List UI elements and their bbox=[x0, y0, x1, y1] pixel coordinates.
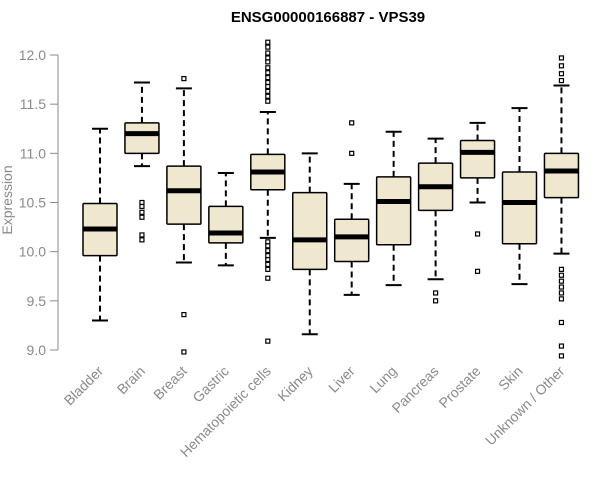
outlier-point bbox=[265, 65, 271, 71]
outlier-point bbox=[139, 237, 145, 243]
box-liver bbox=[333, 120, 370, 296]
y-tick-label: 12.0 bbox=[19, 47, 46, 63]
outlier-point bbox=[474, 231, 481, 237]
iqr-box bbox=[208, 205, 244, 244]
outlier-point bbox=[558, 290, 565, 296]
outlier-point bbox=[558, 266, 565, 272]
outlier-point bbox=[433, 298, 439, 304]
x-tick-label: Lung bbox=[366, 363, 399, 396]
outlier-point bbox=[349, 150, 355, 156]
y-tick-label: 10.0 bbox=[19, 244, 46, 260]
box-breast bbox=[166, 75, 202, 355]
outlier-point bbox=[265, 44, 271, 50]
iqr-box bbox=[124, 122, 160, 155]
outlier-point bbox=[265, 275, 271, 281]
outlier-point bbox=[265, 88, 271, 94]
outlier-point bbox=[558, 343, 565, 349]
outlier-point bbox=[558, 71, 565, 77]
box-prostate bbox=[459, 121, 496, 274]
outlier-point bbox=[349, 120, 355, 126]
outlier-point bbox=[265, 98, 271, 104]
iqr-box bbox=[292, 191, 328, 271]
x-tick-label: Pancreas bbox=[389, 363, 442, 416]
iqr-box bbox=[501, 171, 538, 245]
y-tick-label: 11.0 bbox=[20, 145, 46, 161]
outlier-point bbox=[265, 59, 271, 65]
outlier-point bbox=[181, 349, 187, 355]
y-tick-label: 11.5 bbox=[20, 96, 46, 112]
outlier-point bbox=[558, 55, 565, 61]
outlier-point bbox=[265, 75, 271, 81]
iqr-box bbox=[375, 176, 412, 246]
box-pancreas bbox=[417, 137, 454, 304]
y-tick-label: 10.5 bbox=[19, 195, 46, 211]
outlier-point bbox=[265, 39, 271, 45]
box-hematopoietic-cells bbox=[250, 39, 286, 344]
boxes bbox=[82, 39, 580, 359]
outlier-point bbox=[265, 83, 271, 90]
box-brain bbox=[124, 81, 160, 243]
outlier-point bbox=[265, 70, 271, 76]
box-gastric bbox=[208, 172, 244, 267]
x-tick-label: Brain bbox=[114, 363, 148, 397]
y-axis-label: Expression bbox=[0, 165, 15, 234]
outlier-point bbox=[558, 353, 565, 359]
outlier-point bbox=[265, 248, 271, 254]
box-kidney bbox=[292, 152, 328, 336]
outlier-point bbox=[265, 261, 271, 268]
outlier-point bbox=[181, 312, 187, 318]
outlier-point bbox=[558, 296, 565, 302]
box-bladder bbox=[82, 127, 118, 322]
outlier-point bbox=[558, 77, 565, 84]
outlier-point bbox=[558, 278, 565, 284]
outlier-point bbox=[139, 209, 145, 215]
iqr-box bbox=[166, 165, 202, 225]
box-skin bbox=[501, 107, 538, 286]
outlier-point bbox=[265, 50, 271, 56]
outlier-point bbox=[433, 290, 439, 296]
outlier-point bbox=[558, 284, 565, 290]
outlier-point bbox=[181, 75, 187, 82]
outlier-point bbox=[265, 256, 271, 263]
outlier-point bbox=[139, 232, 145, 238]
x-tick-label: Liver bbox=[325, 363, 358, 396]
x-tick-label: Skin bbox=[495, 363, 526, 394]
y-tick-label: 9.0 bbox=[27, 342, 47, 358]
x-tick-label: Unknown / Other bbox=[482, 363, 568, 449]
iqr-box bbox=[543, 152, 580, 199]
outlier-point bbox=[558, 63, 565, 69]
outlier-point bbox=[558, 319, 565, 326]
y-tick-label: 9.5 bbox=[27, 293, 47, 309]
outlier-point bbox=[474, 268, 481, 274]
x-tick-label: Kidney bbox=[274, 363, 316, 405]
x-tick-label: Bladder bbox=[61, 363, 107, 409]
iqr-box bbox=[333, 218, 370, 263]
box-unknown-other bbox=[543, 55, 580, 359]
chart-title: ENSG00000166887 - VPS39 bbox=[231, 9, 425, 26]
outlier-point bbox=[265, 266, 271, 272]
outlier-point bbox=[558, 272, 565, 278]
x-tick-label: Prostate bbox=[435, 363, 483, 411]
x-tick-label: Breast bbox=[150, 363, 190, 403]
outlier-point bbox=[265, 338, 271, 344]
outlier-point bbox=[265, 93, 271, 99]
outlier-point bbox=[139, 214, 145, 220]
outlier-point bbox=[139, 203, 145, 210]
outlier-point bbox=[265, 243, 271, 249]
y-axis: 9.0 9.5 10.0 10.5 11.0 11.5 12.0 bbox=[19, 47, 59, 358]
box-lung bbox=[375, 130, 412, 287]
iqr-box bbox=[459, 139, 496, 179]
